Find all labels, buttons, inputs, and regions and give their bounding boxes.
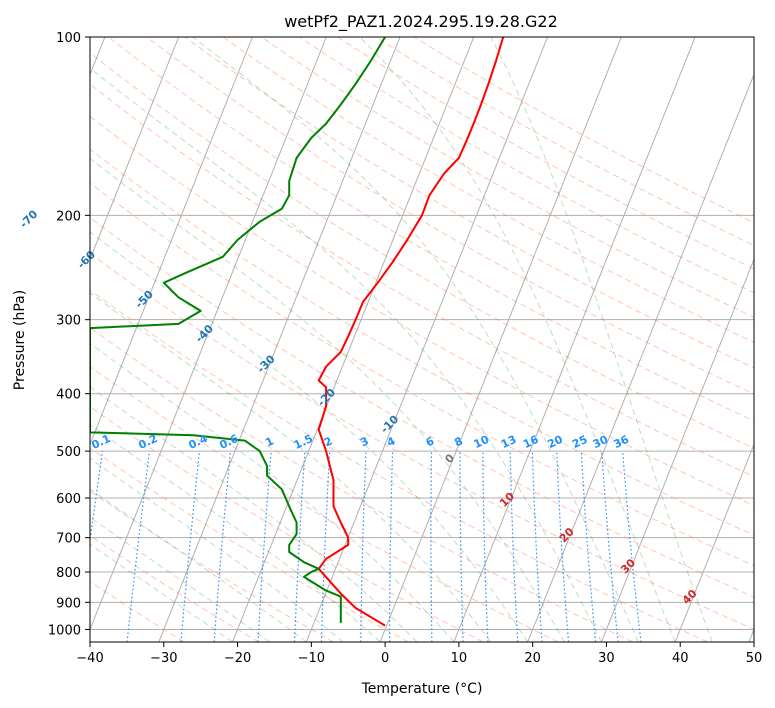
- moist-adiabat: [359, 37, 676, 642]
- dry-adiabat: [375, 37, 754, 247]
- y-tick-label: 400: [56, 388, 81, 403]
- temperature-line: [317, 37, 505, 627]
- chart-title: wetPf2_PAZ1.2024.295.19.28.G22: [284, 12, 558, 32]
- dry-adiabat: [90, 52, 754, 449]
- moist-adiabat: [90, 342, 455, 642]
- dry-adiabat: [90, 217, 754, 598]
- dry-adiabats: [90, 37, 754, 642]
- isotherm-line: [158, 37, 401, 642]
- dry-adiabat: [90, 327, 634, 642]
- dry-adiabat: [299, 37, 754, 294]
- dry-adiabat: [90, 447, 409, 642]
- x-axis: −40 −30 −20 −10 0 10 20 30 40 50: [76, 642, 762, 666]
- mixing-ratio-lines: [90, 451, 642, 642]
- isotherm-line: [90, 37, 180, 261]
- isotherm-line: [527, 73, 754, 642]
- moist-adiabat: [90, 67, 602, 642]
- mixing-ratio-label: 36: [612, 433, 632, 451]
- y-axis-label: Pressure (hPa): [12, 290, 28, 390]
- y-tick-label: 100: [56, 31, 81, 46]
- dry-adiabat: [413, 37, 754, 224]
- mixing-ratio-label: 13: [499, 433, 518, 451]
- mixing-ratio-line: [213, 451, 231, 642]
- x-tick-label: 10: [451, 651, 468, 666]
- dry-adiabat: [90, 289, 708, 642]
- x-tick-label: 30: [598, 651, 615, 666]
- y-tick-label: 900: [56, 596, 81, 611]
- isotherm-line: [379, 37, 622, 642]
- x-tick-label: −20: [224, 651, 251, 666]
- x-tick-label: −40: [76, 651, 103, 666]
- dry-adiabat: [222, 37, 754, 343]
- dry-adiabat: [146, 37, 754, 395]
- dry-adiabat: [90, 148, 754, 536]
- dry-adiabat: [90, 252, 754, 630]
- dry-adiabat: [108, 37, 754, 422]
- y-tick-label: 700: [56, 532, 81, 547]
- mixing-ratio-line: [180, 451, 201, 642]
- sounding-series: [90, 37, 505, 627]
- moist-adiabat: [90, 516, 270, 642]
- y-tick-label: 600: [56, 492, 81, 507]
- isotherm-line: [453, 37, 696, 642]
- x-tick-label: −10: [298, 651, 325, 666]
- isotherm-line: [90, 37, 253, 446]
- moist-adiabat: [90, 386, 418, 642]
- x-tick-label: 0: [381, 651, 389, 666]
- y-tick-label: 1000: [48, 623, 81, 638]
- dry-adiabat: [261, 37, 754, 318]
- mixing-ratio-line: [126, 451, 151, 642]
- moist-adiabat: [90, 231, 529, 642]
- moist-adiabat: [90, 292, 492, 642]
- moist-adiabats: [90, 37, 713, 642]
- x-axis-label: Temperature (°C): [361, 681, 483, 697]
- plot-frame: [89, 36, 755, 643]
- isotherm-line: [305, 37, 549, 642]
- moist-adiabat: [192, 37, 639, 642]
- isotherm-line: [674, 443, 754, 642]
- mixing-ratio-line: [90, 451, 104, 546]
- moist-adiabat: [490, 37, 713, 642]
- y-axis: 1000 900 800 700 600 500 400 300 200 100: [48, 31, 90, 638]
- mixing-ratio-label: 10: [472, 433, 492, 451]
- x-tick-label: 50: [746, 651, 763, 666]
- dewpoint-line: [90, 37, 386, 623]
- mixing-ratio-label: 20: [545, 433, 565, 451]
- y-tick-label: 300: [56, 314, 81, 329]
- mixing-ratio-line: [580, 451, 597, 642]
- mixing-ratio-label: 30: [591, 433, 611, 451]
- x-tick-label: −30: [150, 651, 177, 666]
- skewed-isotherms: [90, 37, 754, 642]
- dry-adiabat: [184, 37, 754, 369]
- mixing-ratio-line: [601, 451, 619, 642]
- mixing-ratio-label: 25: [570, 433, 589, 451]
- x-tick-label: 40: [672, 651, 689, 666]
- moist-adiabat: [90, 424, 381, 642]
- dry-adiabat: [90, 83, 754, 478]
- dry-adiabat: [90, 115, 754, 506]
- mixing-ratio-line: [622, 451, 642, 642]
- y-tick-label: 200: [56, 209, 81, 224]
- isotherm-line: [600, 258, 754, 642]
- isotherm-line: [232, 37, 475, 642]
- dry-adiabat: [90, 182, 754, 567]
- x-tick-label: 20: [524, 651, 541, 666]
- isotherm-line: [90, 37, 327, 631]
- y-tick-label: 800: [56, 566, 81, 581]
- mixing-ratio-label: 16: [521, 433, 541, 451]
- y-tick-label: 500: [56, 445, 81, 460]
- dry-adiabat: [337, 37, 754, 270]
